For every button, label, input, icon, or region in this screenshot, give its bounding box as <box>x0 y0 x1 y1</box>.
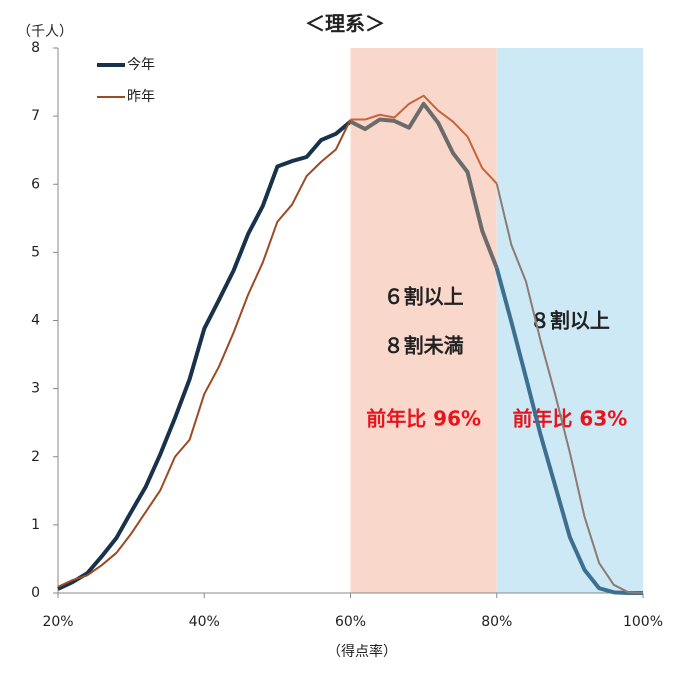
series-line <box>350 94 498 185</box>
y-tick-label: 3 <box>31 381 40 397</box>
y-tick-label: 4 <box>31 313 40 329</box>
region-label: ８割未満 <box>384 334 464 358</box>
y-tick-label: 1 <box>31 517 40 533</box>
x-tick-label: 60% <box>335 614 366 630</box>
series-line <box>57 119 352 588</box>
y-tick-label: 2 <box>31 449 40 465</box>
region-band <box>496 48 643 593</box>
chart-title: ＜理系＞ <box>305 12 385 36</box>
region-label: ６割以上 <box>384 285 464 309</box>
region-band <box>350 48 497 593</box>
y-tick-label: 6 <box>31 176 40 192</box>
x-tick-label: 40% <box>189 614 220 630</box>
x-axis-label: （得点率） <box>327 643 397 660</box>
y-tick-label: 8 <box>31 40 40 56</box>
region-note: 前年比 63% <box>512 407 627 431</box>
x-tick-label: 100% <box>623 614 663 630</box>
y-tick-label: 5 <box>31 244 40 260</box>
series-line <box>495 183 644 594</box>
x-tick-label: 20% <box>42 614 73 630</box>
legend-label: 昨年 <box>127 89 155 105</box>
y-tick-label: 0 <box>31 585 40 601</box>
series-line <box>349 101 499 269</box>
y-axis-label: （千人） <box>17 24 73 40</box>
x-tick-label: 80% <box>481 614 512 630</box>
legend-label: 今年 <box>127 57 155 73</box>
region-label: ８割以上 <box>530 309 610 333</box>
region-note: 前年比 96% <box>366 407 481 431</box>
y-tick-label: 7 <box>31 108 40 124</box>
series-line <box>494 267 643 595</box>
series-line <box>57 120 352 591</box>
